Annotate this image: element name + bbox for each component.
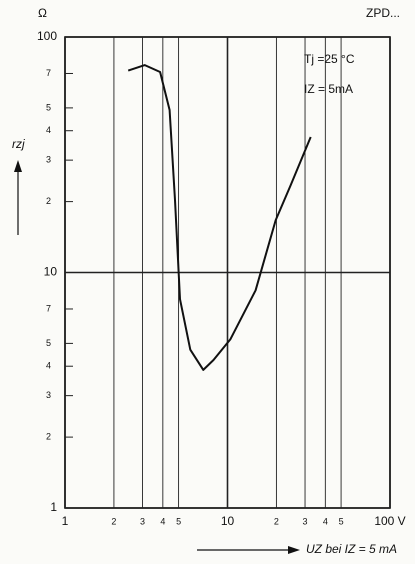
y-tick-label: 100 — [37, 29, 57, 43]
y-tick-label: 2 — [46, 431, 51, 441]
x-tick-label: 10 — [221, 514, 235, 528]
y-tick-label: 3 — [46, 390, 51, 400]
y-tick-label: 1 — [50, 500, 57, 514]
annotation: IZ = 5mA — [304, 82, 353, 96]
y-arrow-head — [14, 160, 22, 172]
x-tick-label: 100 V — [374, 514, 405, 528]
y-tick-label: 5 — [46, 102, 51, 112]
y-tick-label: 7 — [46, 68, 51, 78]
x-tick-label: 2 — [274, 516, 279, 526]
x-tick-label: 2 — [111, 516, 116, 526]
x-tick-label: 4 — [160, 516, 165, 526]
x-tick-label: 5 — [176, 516, 181, 526]
x-tick-label: 4 — [323, 516, 328, 526]
y-tick-label: 10 — [44, 265, 58, 279]
corner-label: ZPD... — [366, 6, 400, 20]
y-tick-label: 2 — [46, 196, 51, 206]
x-tick-label: 3 — [303, 516, 308, 526]
y-tick-label: 4 — [46, 361, 51, 371]
y-tick-label: 7 — [46, 303, 51, 313]
x-arrow-head — [288, 546, 300, 554]
x-tick-label: 5 — [339, 516, 344, 526]
curve — [127, 64, 312, 371]
y-tick-label: 4 — [46, 125, 51, 135]
y-tick-label: 5 — [46, 338, 51, 348]
y-axis-label: rzj — [12, 137, 25, 151]
unit-label: Ω — [38, 6, 47, 20]
x-tick-label: 1 — [62, 514, 69, 528]
y-tick-label: 3 — [46, 155, 51, 165]
annotation: Tj =25 °C — [304, 52, 355, 66]
x-tick-label: 3 — [140, 516, 145, 526]
x-axis-label: UZ bei IZ = 5 mA — [306, 542, 397, 556]
